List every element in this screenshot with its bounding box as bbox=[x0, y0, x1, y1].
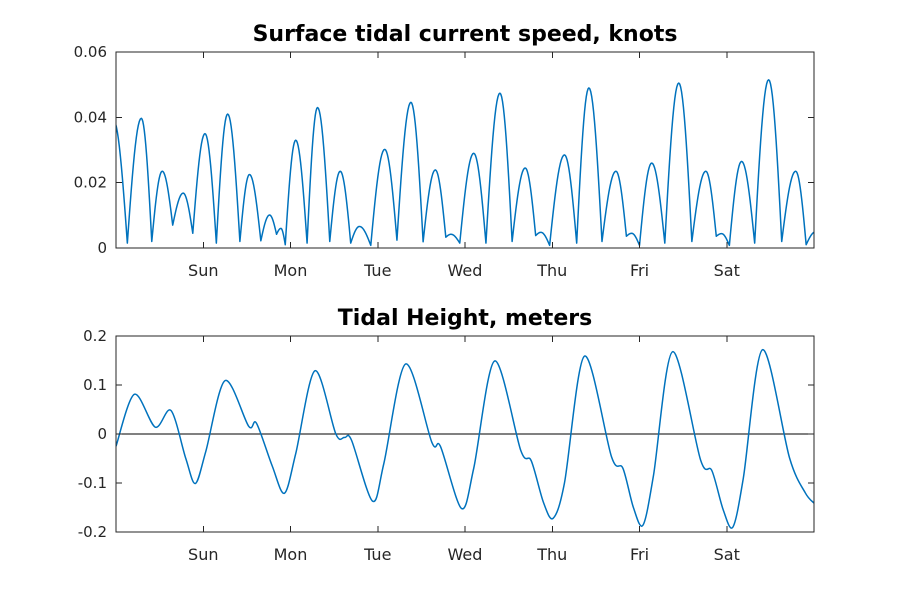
x-tick-label: Fri bbox=[630, 261, 649, 280]
x-tick-label: Wed bbox=[448, 545, 483, 564]
y-tick-label: 0 bbox=[97, 239, 107, 257]
y-tick-label: -0.2 bbox=[78, 523, 107, 541]
y-tick-label: -0.1 bbox=[78, 474, 107, 492]
x-tick-label: Sat bbox=[714, 261, 740, 280]
series-line bbox=[116, 348, 814, 529]
y-tick-label: 0.04 bbox=[74, 108, 107, 126]
x-tick-label: Mon bbox=[274, 261, 308, 280]
y-tick-label: 0.02 bbox=[74, 174, 107, 192]
x-tick-label: Thu bbox=[536, 261, 567, 280]
bottom-chart-title: Tidal Height, meters bbox=[338, 306, 592, 331]
x-tick-label: Fri bbox=[630, 545, 649, 564]
x-tick-label: Tue bbox=[363, 261, 391, 280]
x-tick-label: Mon bbox=[274, 545, 308, 564]
x-tick-label: Tue bbox=[363, 545, 391, 564]
y-tick-label: 0 bbox=[97, 425, 107, 443]
x-tick-label: Thu bbox=[536, 545, 567, 564]
y-tick-label: 0.1 bbox=[83, 376, 107, 394]
series-line bbox=[116, 79, 814, 247]
y-tick-label: 0.06 bbox=[74, 43, 107, 61]
x-tick-label: Sun bbox=[188, 545, 218, 564]
axes-box bbox=[115, 51, 815, 249]
x-tick-label: Sun bbox=[188, 261, 218, 280]
top-chart-title: Surface tidal current speed, knots bbox=[253, 22, 678, 47]
x-tick-label: Wed bbox=[448, 261, 483, 280]
y-tick-label: 0.2 bbox=[83, 327, 107, 345]
x-tick-label: Sat bbox=[714, 545, 740, 564]
